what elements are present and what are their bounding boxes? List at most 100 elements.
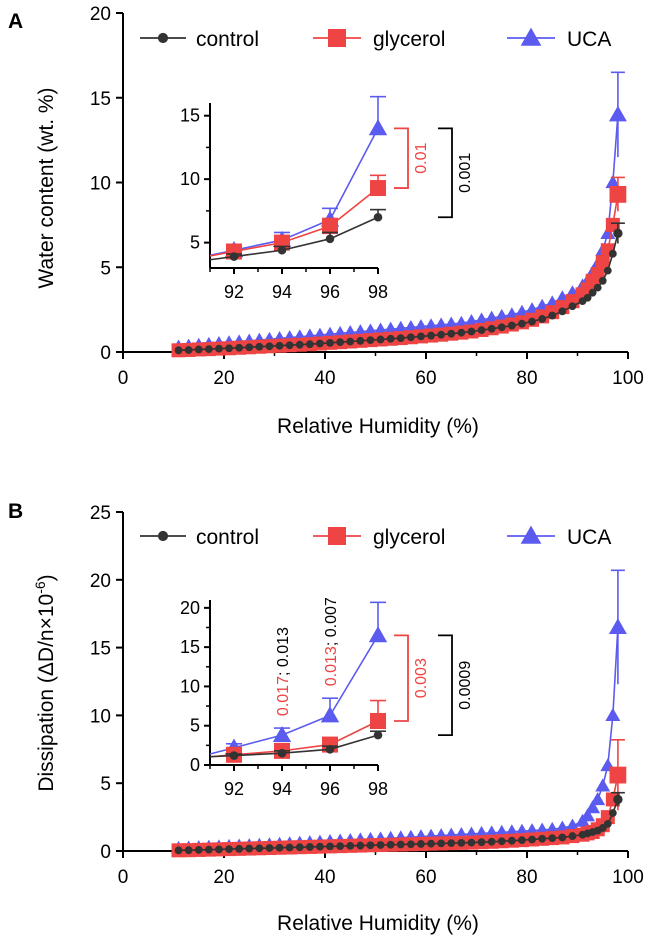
y-tick-label-b: 20 <box>90 571 111 592</box>
inset-point-uca-marker <box>368 119 388 136</box>
point-control-marker <box>497 837 506 846</box>
inset-x-tick-label: 94 <box>272 779 292 799</box>
legend-label-glycerol: glycerol <box>373 28 445 51</box>
inset-point-control-marker <box>373 212 383 222</box>
inset-x-tick-label: 92 <box>224 282 244 302</box>
point-glycerol-marker <box>605 217 620 232</box>
inset-x-tick-label: 98 <box>368 779 388 799</box>
legend-b: control glycerol UCA <box>140 525 611 549</box>
p-value-label: 0.001 <box>457 153 474 193</box>
point-control-marker <box>174 346 183 355</box>
point-control-marker <box>528 317 536 326</box>
point-control-marker <box>558 307 567 316</box>
point-control-marker <box>518 319 526 328</box>
inset-point-glycerol-marker <box>370 713 386 729</box>
point-uca-marker <box>605 707 621 722</box>
legend-label-uca: UCA <box>567 526 611 549</box>
point-control-marker <box>406 333 415 342</box>
point-uca-marker <box>595 778 611 792</box>
x-tick-label-b: 60 <box>415 867 436 888</box>
point-control-marker <box>346 337 355 346</box>
panel-label-a: A <box>8 10 23 33</box>
point-control-marker <box>457 328 466 337</box>
y-tick-label-b: 15 <box>90 639 111 660</box>
inset-point-control-marker <box>325 744 335 754</box>
point-glycerol-marker <box>609 766 627 784</box>
point-control-marker <box>518 836 526 845</box>
legend-label-uca: UCA <box>567 28 611 51</box>
y-tick-label-b: 10 <box>90 706 111 727</box>
p-value-label: 0.0009 <box>457 661 474 710</box>
point-control-marker <box>538 834 547 843</box>
point-control-marker <box>437 839 446 848</box>
point-control-marker <box>396 334 405 343</box>
inset-point-control-marker <box>229 751 239 760</box>
legend-control-marker <box>157 32 169 44</box>
point-control-marker <box>507 321 516 330</box>
p-value-label: 0.01 <box>413 143 430 174</box>
point-control-marker <box>316 339 324 348</box>
x-tick-label-a: 0 <box>118 368 129 389</box>
x-tick-label-a: 80 <box>516 368 537 389</box>
point-control-marker <box>245 343 254 352</box>
point-control-marker <box>184 346 193 354</box>
point-control-marker <box>583 293 592 302</box>
inset-point-control-marker <box>325 234 335 244</box>
point-control-marker <box>497 323 506 332</box>
p-value-pair: 0.017; 0.013 <box>275 627 292 716</box>
x-tick-label-a: 20 <box>213 368 234 389</box>
legend-label-glycerol: glycerol <box>373 526 445 549</box>
inset-y-tick-label: 5 <box>190 233 200 253</box>
legend-uca-marker <box>520 27 542 46</box>
inset-background <box>208 592 388 767</box>
y-axis-label-a: Water content (wt. %) <box>35 87 58 288</box>
point-control-marker <box>285 843 294 852</box>
y-tick-label-b: 0 <box>100 842 111 863</box>
point-uca-marker <box>608 105 627 122</box>
point-control-marker <box>255 844 264 853</box>
point-uca-marker <box>585 800 601 814</box>
legend-label-control: control <box>196 526 259 549</box>
y-axis-label-b: Dissipation (ΔD/n×10-6) <box>32 574 58 791</box>
x-tick-label-a: 60 <box>415 368 436 389</box>
inset-y-tick-label: 0 <box>190 755 200 775</box>
x-tick-label-a: 40 <box>314 368 335 389</box>
chart-a: 0 5 10 15 20 0 20 40 60 80 100 control glycerol UCA 5 1… <box>90 4 644 389</box>
inset-point-control-marker <box>373 730 383 740</box>
x-axis-label-b: Relative Humidity (%) <box>277 912 479 935</box>
point-uca-marker <box>605 175 621 189</box>
series-control-b <box>174 791 625 855</box>
point-control-marker <box>204 845 213 854</box>
point-control-marker <box>568 832 577 840</box>
x-tick-label-a: 100 <box>612 368 644 389</box>
point-control-marker <box>215 845 223 854</box>
inset-series-control <box>209 730 386 760</box>
y-axis-label-b-main: Dissipation (ΔD/n×10 <box>35 594 58 792</box>
point-control-marker <box>305 340 314 349</box>
point-control-marker <box>245 844 254 853</box>
y-axis-label-b-close: ) <box>35 574 58 581</box>
point-control-marker <box>417 840 425 848</box>
point-control-marker <box>376 841 385 849</box>
point-uca-marker <box>608 618 627 634</box>
point-control-marker <box>204 345 213 354</box>
point-control-marker <box>447 329 456 338</box>
point-glycerol-marker <box>595 255 610 270</box>
point-control-marker <box>406 840 415 849</box>
y-tick-label-a: 20 <box>90 4 111 25</box>
point-control-marker <box>603 819 612 828</box>
point-uca-marker <box>600 225 616 239</box>
point-control-marker <box>608 249 617 258</box>
point-control-marker <box>255 342 264 351</box>
significance-bracket: 0.003 <box>394 634 430 722</box>
legend-control-marker <box>157 530 169 542</box>
point-control-marker <box>326 842 334 851</box>
point-control-marker <box>305 843 314 851</box>
significance-bracket: 0.001 <box>438 127 474 219</box>
panel-label-b: B <box>8 500 23 523</box>
point-uca-marker <box>590 791 606 806</box>
point-control-marker <box>356 336 365 345</box>
point-control-marker <box>467 838 476 847</box>
inset-point-control-marker <box>229 252 239 261</box>
p-value-label: 0.003 <box>413 658 430 698</box>
